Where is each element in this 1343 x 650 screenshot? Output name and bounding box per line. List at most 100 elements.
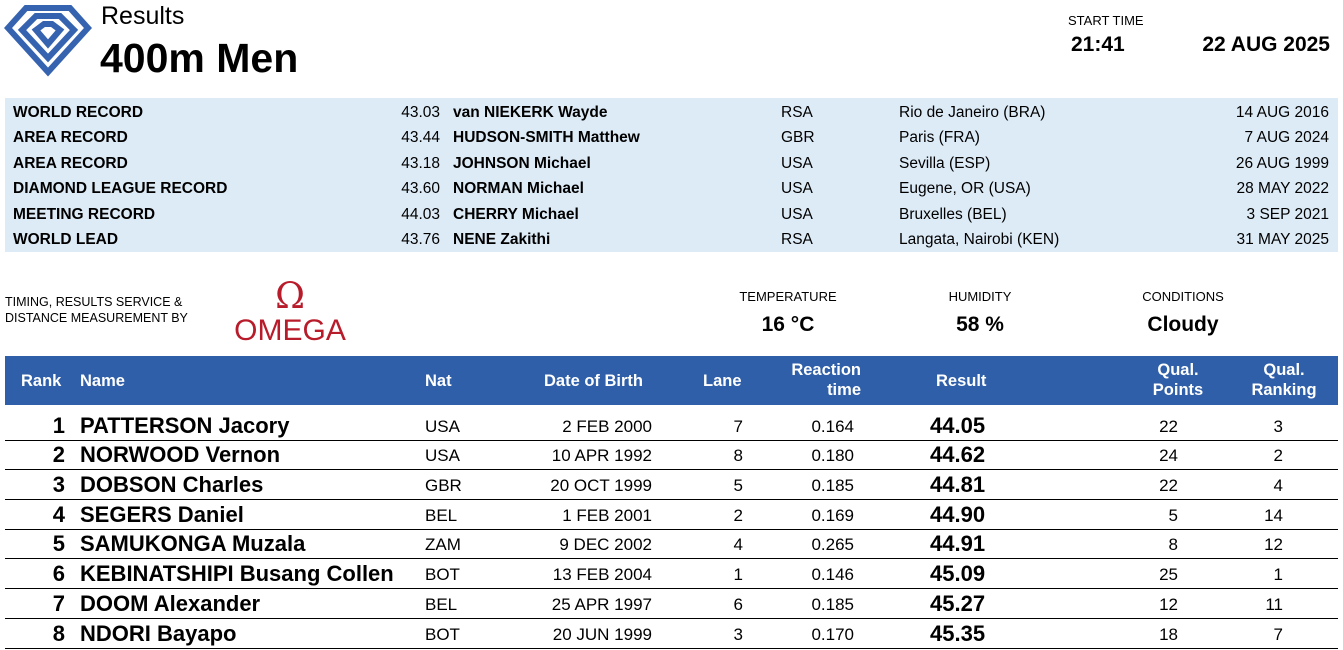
record-athlete: van NIEKERK Wayde xyxy=(453,104,608,121)
table-row: 5 SAMUKONGA Muzala ZAM 9 DEC 2002 4 0.26… xyxy=(5,530,1338,560)
cell-nat: BOT xyxy=(425,624,460,644)
table-row: 7 DOOM Alexander BEL 25 APR 1997 6 0.185… xyxy=(5,589,1338,619)
record-venue: Langata, Nairobi (KEN) xyxy=(899,231,1060,248)
cell-name: SEGERS Daniel xyxy=(80,501,244,527)
record-nat: GBR xyxy=(781,129,815,147)
record-type: WORLD LEAD xyxy=(13,231,119,248)
record-mark: 44.03 xyxy=(401,205,440,223)
cell-dob: 20 JUN 1999 xyxy=(552,624,652,644)
start-time-label: START TIME xyxy=(1068,13,1144,28)
record-nat: USA xyxy=(781,154,813,172)
record-type: MEETING RECORD xyxy=(13,205,156,223)
table-row: 1 PATTERSON Jacory USA 2 FEB 2000 7 0.16… xyxy=(5,411,1338,441)
cell-nat: BEL xyxy=(425,505,458,525)
record-row: DIAMOND LEAGUE RECORD 43.60 NORMAN Micha… xyxy=(5,176,1338,201)
cell-rank: 5 xyxy=(52,531,65,557)
record-row: WORLD RECORD 43.03 van NIEKERK Wayde RSA… xyxy=(5,100,1338,125)
cell-rank: 8 xyxy=(52,620,65,646)
cell-qual-ranking: 1 xyxy=(1273,565,1283,585)
cell-result: 44.81 xyxy=(930,472,986,498)
col-qual-points-line: Points xyxy=(1152,381,1204,399)
timing-credit: TIMING, RESULTS SERVICE & DISTANCE MEASU… xyxy=(5,294,188,326)
record-venue: Sevilla (ESP) xyxy=(899,154,991,172)
cell-name: NDORI Bayapo xyxy=(80,620,237,646)
cell-reaction: 0.164 xyxy=(811,416,854,436)
record-mark: 43.18 xyxy=(401,154,440,172)
record-athlete: JOHNSON Michael xyxy=(453,154,591,172)
record-date: 7 AUG 2024 xyxy=(1244,129,1329,147)
conditions-value: Cloudy xyxy=(1147,313,1219,336)
cell-qual-ranking: 12 xyxy=(1264,535,1283,555)
col-qual-ranking: Qual. Ranking xyxy=(1244,360,1324,400)
record-athlete: HUDSON-SMITH Matthew xyxy=(453,129,640,147)
cell-result: 44.90 xyxy=(930,501,986,527)
record-nat: RSA xyxy=(781,104,813,121)
col-reaction-line: time xyxy=(827,381,861,399)
records-table: WORLD RECORD 43.03 van NIEKERK Wayde RSA… xyxy=(5,98,1338,252)
record-mark: 43.76 xyxy=(401,231,440,248)
table-row: 3 DOBSON Charles GBR 20 OCT 1999 5 0.185… xyxy=(5,470,1338,501)
record-row: AREA RECORD 43.44 HUDSON-SMITH Matthew G… xyxy=(5,125,1338,150)
record-row: WORLD LEAD 43.76 NENE Zakithi RSA Langat… xyxy=(5,227,1338,252)
cell-qual-points: 18 xyxy=(1159,624,1178,644)
cell-reaction: 0.185 xyxy=(811,476,854,496)
cell-nat: BOT xyxy=(425,565,460,585)
cell-name: SAMUKONGA Muzala xyxy=(80,531,306,557)
results-table-header: Rank Name Nat Date of Birth Lane Reactio… xyxy=(5,356,1338,405)
cell-dob: 9 DEC 2002 xyxy=(559,535,652,555)
start-time-value: 21:41 xyxy=(1071,33,1125,56)
record-venue: Rio de Janeiro (BRA) xyxy=(899,104,1046,121)
col-dob: Date of Birth xyxy=(544,372,643,390)
cell-rank: 1 xyxy=(52,412,65,438)
cell-result: 45.35 xyxy=(930,620,986,646)
cell-reaction: 0.180 xyxy=(811,446,854,466)
omega-logo-icon: Ω OMEGA xyxy=(234,278,346,346)
cell-qual-ranking: 3 xyxy=(1273,416,1283,436)
record-date: 26 AUG 1999 xyxy=(1235,154,1329,172)
table-row: 4 SEGERS Daniel BEL 1 FEB 2001 2 0.169 4… xyxy=(5,500,1338,530)
record-date: 14 AUG 2016 xyxy=(1235,104,1329,121)
cell-name: PATTERSON Jacory xyxy=(80,412,290,438)
cell-name: DOBSON Charles xyxy=(80,472,264,498)
cell-qual-ranking: 7 xyxy=(1273,624,1283,644)
cell-rank: 2 xyxy=(52,442,65,468)
record-type: AREA RECORD xyxy=(13,154,128,172)
col-qual-points: Qual. Points xyxy=(1143,360,1213,400)
cell-nat: ZAM xyxy=(425,535,461,555)
cell-name: KEBINATSHIPI Busang Collen xyxy=(80,561,394,587)
record-venue: Bruxelles (BEL) xyxy=(899,205,1007,223)
cell-qual-points: 22 xyxy=(1159,416,1178,436)
record-mark: 43.44 xyxy=(401,129,440,147)
col-reaction-line: Reaction xyxy=(791,361,861,379)
cell-dob: 1 FEB 2001 xyxy=(562,505,652,525)
cell-qual-points: 5 xyxy=(1168,505,1178,525)
record-type: AREA RECORD xyxy=(13,129,128,147)
cell-rank: 6 xyxy=(52,561,65,587)
col-qual-ranking-line: Ranking xyxy=(1251,381,1317,399)
cell-result: 44.62 xyxy=(930,442,986,468)
cell-result: 45.09 xyxy=(930,561,986,587)
cell-dob: 10 APR 1992 xyxy=(551,446,652,466)
cell-qual-points: 12 xyxy=(1159,594,1178,614)
cell-qual-ranking: 14 xyxy=(1264,505,1283,525)
cell-result: 45.27 xyxy=(930,590,986,616)
record-nat: USA xyxy=(781,205,813,223)
cell-reaction: 0.185 xyxy=(811,594,854,614)
table-row: 2 NORWOOD Vernon USA 10 APR 1992 8 0.180… xyxy=(5,441,1338,471)
record-athlete: NENE Zakithi xyxy=(453,231,551,248)
col-qual-ranking-line: Qual. xyxy=(1263,361,1305,379)
humidity-block: HUMIDITY 58 % xyxy=(880,289,1080,337)
cell-rank: 7 xyxy=(52,590,65,616)
cell-reaction: 0.146 xyxy=(811,565,854,585)
cell-lane: 4 xyxy=(733,535,743,555)
humidity-value: 58 % xyxy=(956,313,1004,336)
cell-qual-ranking: 2 xyxy=(1273,446,1283,466)
table-row: 8 NDORI Bayapo BOT 20 JUN 1999 3 0.170 4… xyxy=(5,619,1338,649)
conditions-label: CONDITIONS xyxy=(1142,289,1224,304)
cell-nat: USA xyxy=(425,416,460,436)
record-type: DIAMOND LEAGUE RECORD xyxy=(13,180,228,198)
temperature-value: 16 °C xyxy=(761,313,815,336)
col-rank: Rank xyxy=(21,372,62,390)
cell-name: NORWOOD Vernon xyxy=(80,442,281,468)
record-nat: USA xyxy=(781,180,813,198)
